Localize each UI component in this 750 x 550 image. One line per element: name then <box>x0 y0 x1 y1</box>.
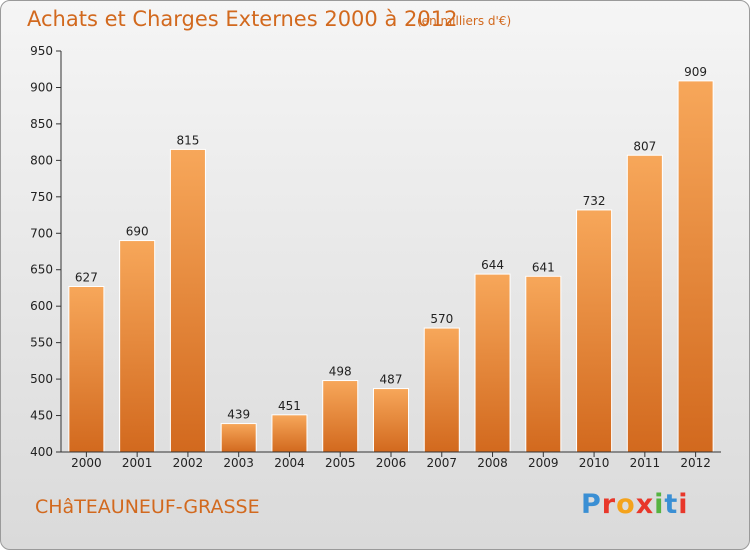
y-tick-label: 850 <box>30 117 53 131</box>
y-tick-label: 900 <box>30 80 53 94</box>
bar-value-label: 732 <box>583 194 606 208</box>
bar-2003 <box>220 423 257 453</box>
bar-2005 <box>322 380 359 453</box>
y-tick-label: 800 <box>30 153 53 167</box>
bar-value-label: 439 <box>227 408 250 422</box>
logo-letter: P <box>581 489 602 520</box>
y-tick-label: 500 <box>30 372 53 386</box>
y-tick-label: 700 <box>30 226 53 240</box>
y-tick-label: 550 <box>30 336 53 350</box>
bar-value-label: 451 <box>278 399 301 413</box>
x-tick-label: 2010 <box>579 456 610 470</box>
bar-value-label: 807 <box>633 139 656 153</box>
bar-2010 <box>576 209 613 453</box>
logo-letter: x <box>635 489 655 520</box>
bar-value-label: 627 <box>75 270 98 284</box>
bar-2006 <box>372 388 410 453</box>
x-tick-label: 2000 <box>71 456 102 470</box>
bar-2012 <box>677 80 714 453</box>
bar-2004 <box>271 414 308 453</box>
y-tick-label: 950 <box>30 44 53 58</box>
x-tick-label: 2001 <box>122 456 153 470</box>
x-tick-label: 2006 <box>376 456 407 470</box>
x-tick-label: 2008 <box>477 456 508 470</box>
bar-value-label: 690 <box>126 225 149 239</box>
x-tick-label: 2011 <box>630 456 661 470</box>
y-tick-label: 400 <box>30 445 53 459</box>
logo-letter: t <box>664 489 679 520</box>
x-tick-label: 2007 <box>426 456 457 470</box>
bar-value-label: 644 <box>481 258 504 272</box>
bar-value-label: 815 <box>176 133 199 147</box>
logo-letter: r <box>601 489 617 520</box>
bar-2002 <box>169 148 206 453</box>
logo-letter: o <box>616 489 636 520</box>
bar-2011 <box>626 154 663 453</box>
proxiti-logo[interactable]: Proxiti <box>581 489 689 520</box>
chart-unit: (en milliers d'€) <box>417 14 512 28</box>
bar-2007 <box>423 327 460 453</box>
bars: 627 690 815 439 451 498 487 570 644 641 732 807 909 <box>68 65 714 453</box>
x-tick-label: 2009 <box>528 456 559 470</box>
chart-title: Achats et Charges Externes 2000 à 2012 <box>27 7 458 31</box>
city-name: CHâTEAUNEUF-GRASSE <box>35 496 260 518</box>
x-tick-label: 2003 <box>223 456 254 470</box>
bar-value-label: 570 <box>430 312 453 326</box>
y-tick-label: 750 <box>30 190 53 204</box>
bar-2000 <box>68 285 105 453</box>
x-tick-label: 2012 <box>680 456 711 470</box>
bar-2001 <box>119 240 156 453</box>
y-tick-label: 650 <box>30 263 53 277</box>
y-tick-label: 450 <box>30 409 53 423</box>
bar-value-label: 641 <box>532 260 555 274</box>
x-axis: 2000 2001 2002 2003 2004 2005 2006 2007 2008 2009… <box>61 451 721 470</box>
logo-letter: i <box>678 489 689 520</box>
bar-value-label: 487 <box>380 373 403 387</box>
x-tick-label: 2002 <box>173 456 204 470</box>
y-tick-label: 600 <box>30 299 53 313</box>
bar-2009 <box>525 275 562 453</box>
bar-value-label: 498 <box>329 365 352 379</box>
y-axis: 400 450 500 550 600 650 700 750 800 850 900 950 <box>30 44 62 459</box>
logo-letter: i <box>654 489 665 520</box>
bar-value-label: 909 <box>684 65 707 79</box>
x-tick-label: 2005 <box>325 456 356 470</box>
bar-2008 <box>474 273 511 453</box>
x-tick-label: 2004 <box>274 456 305 470</box>
